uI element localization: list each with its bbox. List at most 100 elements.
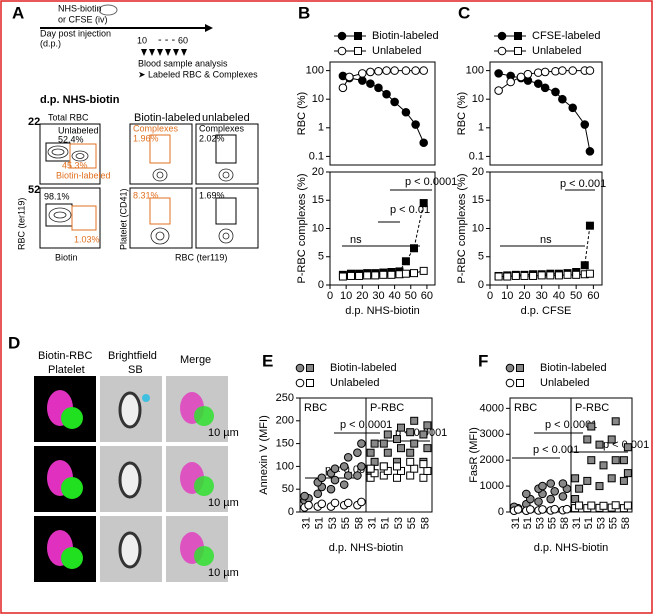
- marker: [537, 271, 546, 280]
- legend-label: CFSE-labeled: [532, 30, 600, 42]
- gate-pct: 1.69%: [199, 190, 225, 200]
- marker: [306, 379, 314, 387]
- marker: [580, 120, 590, 129]
- annotation: ns: [540, 234, 552, 246]
- injection-text: or CFSE (iv): [58, 14, 108, 24]
- marker: [562, 504, 572, 514]
- row-label: 22: [28, 116, 40, 128]
- marker: [511, 271, 520, 280]
- image-grid: 13992 10 µm 17443 10 µm 45649 10 µm: [34, 376, 239, 582]
- y-tick-label: 15: [472, 194, 484, 206]
- marker: [419, 460, 428, 469]
- marker: [358, 76, 367, 85]
- marker: [587, 501, 596, 510]
- marker: [411, 66, 420, 75]
- y-axis-label: RBC (%): [296, 92, 308, 135]
- x-tick-label: 51: [314, 517, 326, 529]
- y-tick-label: 5: [478, 251, 484, 263]
- x-tick-label: 55: [608, 517, 620, 529]
- plot-frame: [329, 61, 436, 166]
- x-tick-label: 31: [301, 517, 313, 529]
- marker: [554, 271, 563, 280]
- gate-label: Unlabeled: [58, 125, 99, 135]
- cell-bf: [118, 391, 142, 429]
- marker: [357, 462, 366, 471]
- arrow-head: [205, 24, 213, 32]
- marker: [326, 484, 336, 494]
- injection-text: NHS-biotin: [58, 3, 102, 13]
- marker: [343, 498, 353, 508]
- marker: [330, 464, 340, 473]
- marker: [295, 363, 305, 373]
- flow-frames: [39, 123, 259, 249]
- x-tick-label: 40: [388, 290, 400, 302]
- gate-pct: 8.31%: [133, 190, 159, 200]
- marker: [611, 417, 620, 426]
- marker: [406, 428, 415, 437]
- marker: [393, 462, 401, 471]
- marker: [550, 504, 560, 514]
- marker: [534, 497, 543, 506]
- gate-pct: 1.96%: [133, 133, 159, 143]
- y-tick-label: 0: [288, 506, 294, 518]
- y-tick-label: 100: [306, 65, 324, 77]
- y-tick-label: 10: [312, 93, 324, 105]
- marker: [546, 494, 556, 504]
- mouse-icon: [98, 4, 118, 16]
- x-tick-label: 10: [501, 290, 513, 302]
- marker: [419, 430, 428, 439]
- marker: [529, 271, 538, 280]
- gate-pct: 1.03%: [74, 234, 100, 244]
- platelet-blob: [61, 547, 83, 569]
- channel-label: Platelet: [48, 364, 85, 376]
- x-tick-label: 53: [327, 517, 339, 529]
- series-line: [342, 75, 425, 143]
- axis-label: RBC (ter119): [16, 198, 26, 250]
- marker: [370, 457, 379, 466]
- dashes: - - -: [158, 34, 175, 46]
- marker: [345, 72, 354, 82]
- y-tick-label: 100: [466, 65, 484, 77]
- marker: [419, 66, 428, 75]
- annotation: p < 0.001: [560, 178, 606, 190]
- marker: [419, 266, 428, 275]
- marker: [363, 271, 372, 280]
- marker: [423, 444, 432, 453]
- axis-label: Biotin: [55, 252, 78, 262]
- x-tick-label: 31: [510, 517, 522, 529]
- panel-label: D: [8, 333, 20, 352]
- marker: [523, 69, 533, 79]
- marker: [317, 499, 327, 509]
- sample-arrows: [141, 49, 187, 56]
- scale-bar-label: 10 µm: [208, 427, 239, 439]
- marker: [558, 492, 568, 501]
- x-tick-label: 58: [559, 517, 571, 529]
- marker: [337, 46, 347, 56]
- y-tick-label: 3000: [480, 428, 504, 440]
- marker: [423, 466, 432, 475]
- annotation: p < 0.0001: [405, 176, 457, 188]
- marker: [533, 79, 543, 88]
- y-tick-label: 0: [498, 506, 504, 518]
- marker: [397, 423, 405, 432]
- marker: [300, 491, 309, 501]
- y-tick-label: 4000: [480, 402, 504, 414]
- marker: [366, 79, 375, 88]
- marker: [366, 464, 375, 473]
- timeline-end: 60: [178, 35, 188, 45]
- x-tick-label: 53: [393, 517, 405, 529]
- channel-label: Biotin-RBC: [38, 350, 92, 362]
- marker: [374, 83, 383, 93]
- x-tick-label: 58: [419, 517, 431, 529]
- y-tick-label: 1: [318, 122, 324, 134]
- gate-pct: 2.02%: [199, 133, 225, 143]
- y-tick-label: 20: [472, 166, 484, 178]
- scale-bar-label: 10 µm: [208, 567, 239, 579]
- y-tick-label: 150: [276, 438, 294, 450]
- y-tick-label: 20: [312, 166, 324, 178]
- plot-frame: [489, 61, 603, 166]
- x-axis-label: d.p. CFSE: [521, 305, 572, 317]
- marker: [401, 257, 410, 266]
